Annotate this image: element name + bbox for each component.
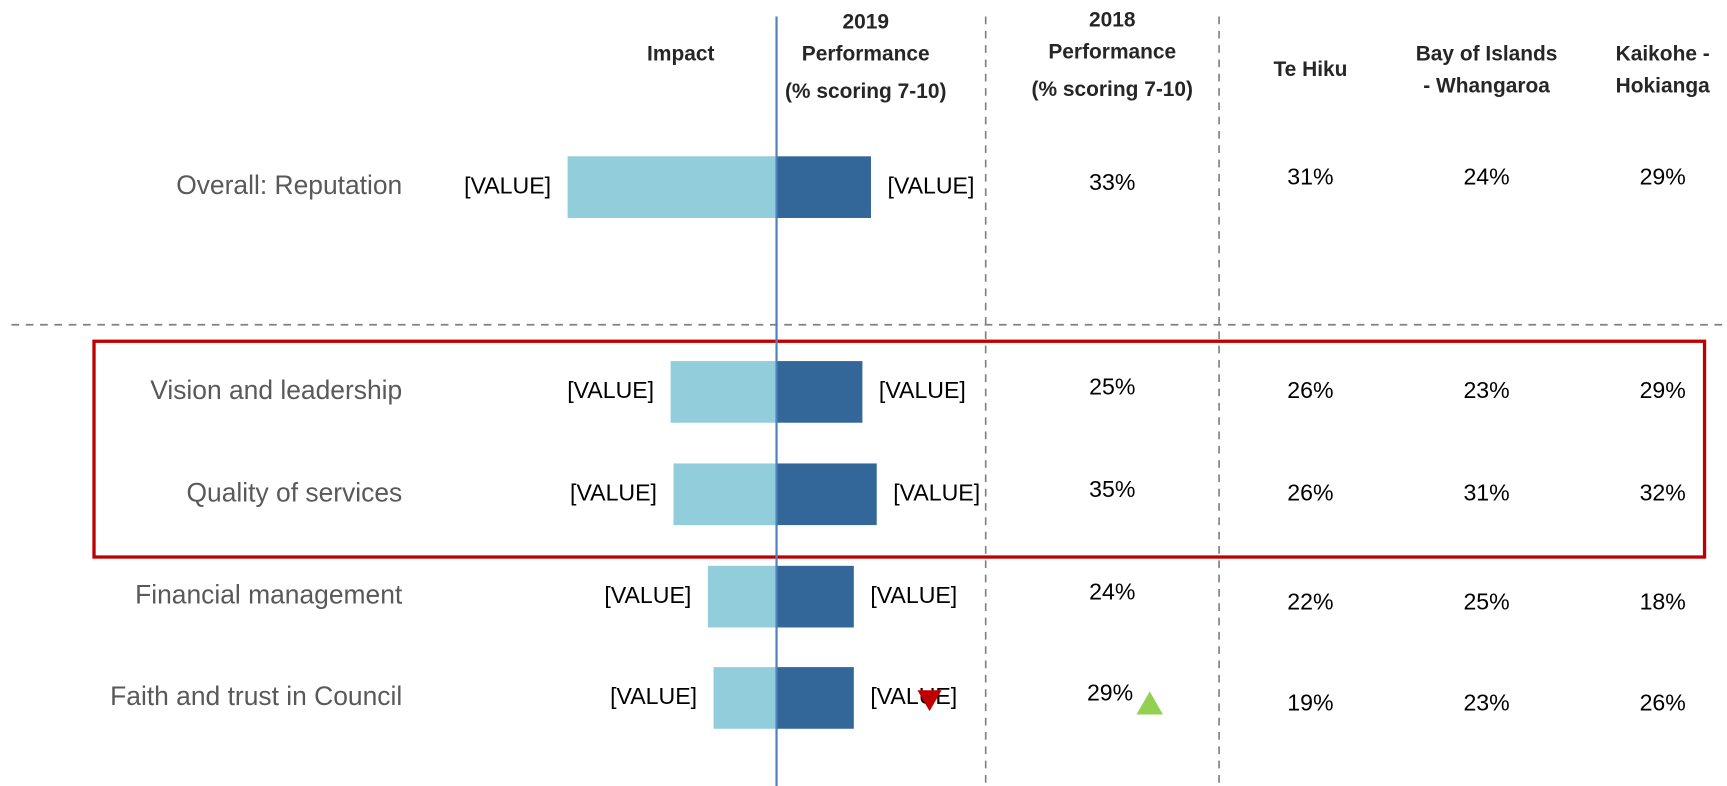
- region-value: 22%: [1287, 588, 1333, 614]
- region-value: 23%: [1463, 377, 1509, 403]
- region-value: 26%: [1640, 690, 1686, 716]
- highlight-box: [92, 339, 1707, 559]
- category-label: Faith and trust in Council: [110, 681, 402, 711]
- performance-bar: [776, 361, 863, 423]
- performance-label: [VALUE]: [893, 479, 980, 505]
- column-header: Performance: [1048, 40, 1176, 63]
- performance-bar: [776, 156, 871, 218]
- column-header: - Whangaroa: [1423, 74, 1550, 97]
- region-value: 31%: [1463, 479, 1509, 505]
- performance-bar: [776, 565, 854, 628]
- region-value: 31%: [1287, 163, 1333, 189]
- column-header: Hokianga: [1616, 74, 1710, 97]
- impact-label: [VALUE]: [570, 479, 657, 505]
- impact-bar: [713, 667, 777, 729]
- column-header: Performance: [802, 43, 930, 66]
- impact-bar: [707, 565, 777, 628]
- perf-2018-value: 25%: [1089, 374, 1135, 400]
- column-header: Impact: [647, 43, 714, 66]
- performance-label: [VALUE]: [879, 377, 966, 403]
- region-value: 29%: [1640, 377, 1686, 403]
- impact-label: [VALUE]: [567, 377, 654, 403]
- column-header: (% scoring 7-10): [785, 80, 946, 103]
- category-label: Quality of services: [187, 477, 403, 507]
- performance-label: [VALUE]: [870, 683, 957, 709]
- region-value: 32%: [1640, 479, 1686, 505]
- region-value: 26%: [1287, 377, 1333, 403]
- perf-2018-value: 35%: [1089, 476, 1135, 502]
- category-label: Overall: Reputation: [176, 170, 402, 200]
- impact-label: [VALUE]: [464, 172, 551, 198]
- category-label: Financial management: [135, 580, 403, 610]
- column-header: 2018: [1089, 8, 1136, 31]
- impact-bar: [673, 463, 777, 526]
- perf-2018-value: 24%: [1089, 578, 1135, 604]
- region-value: 29%: [1640, 163, 1686, 189]
- column-header: Bay of Islands: [1416, 43, 1558, 66]
- region-value: 24%: [1463, 163, 1509, 189]
- performance-label: [VALUE]: [870, 582, 957, 608]
- increase-indicator: [1136, 691, 1163, 715]
- category-label: Vision and leadership: [150, 375, 402, 405]
- performance-bar: [776, 463, 877, 526]
- column-header: 2019: [842, 11, 889, 34]
- region-value: 23%: [1463, 690, 1509, 716]
- impact-label: [VALUE]: [604, 582, 691, 608]
- column-header: Te Hiku: [1273, 58, 1347, 81]
- region-value: 18%: [1640, 588, 1686, 614]
- perf-2018-value: 29%: [1087, 680, 1133, 706]
- impact-bar: [670, 361, 777, 423]
- impact-label: [VALUE]: [610, 683, 697, 709]
- performance-label: [VALUE]: [887, 172, 974, 198]
- perf-2018-value: 33%: [1089, 169, 1135, 195]
- region-value: 19%: [1287, 690, 1333, 716]
- decrease-indicator: [917, 690, 942, 712]
- region-value: 25%: [1463, 588, 1509, 614]
- impact-bar: [567, 156, 777, 218]
- column-header: Kaikohe -: [1616, 43, 1710, 66]
- performance-bar: [776, 667, 854, 729]
- column-header: (% scoring 7-10): [1032, 78, 1193, 101]
- region-value: 26%: [1287, 479, 1333, 505]
